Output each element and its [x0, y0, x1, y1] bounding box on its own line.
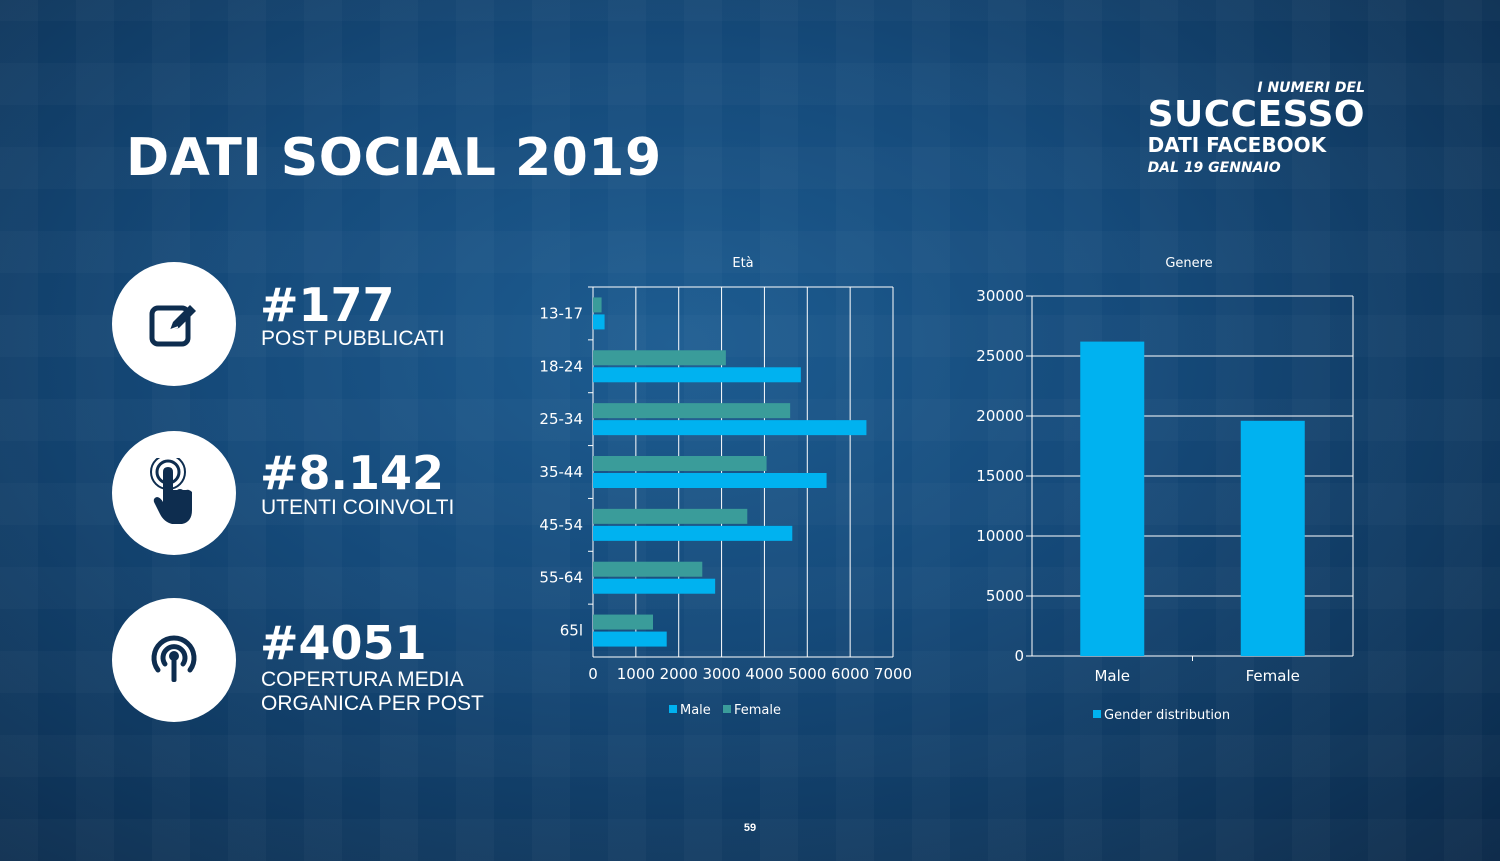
age-legend-label-male: Male	[680, 703, 711, 718]
stat-circle-reach	[112, 598, 236, 722]
age-y-tick-label: 55-64	[539, 569, 583, 587]
broadcast-icon	[151, 635, 197, 682]
brand-block: I NUMERI DEL SUCCESSO DATI FACEBOOK DAL …	[1148, 80, 1365, 176]
age-bar-female	[593, 456, 767, 471]
stat-circle-posts	[112, 262, 236, 386]
age-bar-female	[593, 614, 653, 630]
age-bar-male	[593, 631, 667, 647]
age-legend-label-female: Female	[734, 703, 781, 718]
age-bar-male	[593, 420, 867, 436]
stat-circle-users	[112, 431, 236, 555]
age-bar-male	[593, 578, 716, 594]
age-bar-male	[593, 473, 827, 488]
gender-y-tick-label: 25000	[976, 347, 1024, 365]
age-chart-title: Età	[732, 256, 753, 271]
gender-bar	[1240, 420, 1305, 656]
age-y-tick-label: 18-24	[539, 357, 583, 375]
page-title: DATI SOCIAL 2019	[126, 128, 662, 188]
gender-legend-swatch	[1093, 710, 1101, 718]
age-bar-female	[593, 508, 748, 524]
stat-label-users: UTENTI COINVOLTI	[261, 496, 455, 519]
age-bar-female	[593, 561, 703, 577]
age-x-tick-label: 2000	[660, 665, 698, 683]
age-y-tick-label: 13-17	[539, 304, 583, 322]
brand-line-2: SUCCESSO	[1147, 94, 1365, 135]
age-bar-female	[593, 297, 602, 313]
age-y-tick-label: 65l	[560, 622, 583, 640]
gender-legend-label: Gender distribution	[1104, 708, 1230, 723]
gender-y-tick-label: 5000	[986, 587, 1024, 605]
stat-label-reach-line-2: ORGANICA PER POST	[261, 692, 484, 715]
gender-chart: Genere 0 5000 10000 15000 20000 25000 30000 Male…	[976, 256, 1354, 723]
brand-line-4: DAL 19 GENNAIO	[1147, 160, 1281, 176]
gender-y-tick-label: 10000	[976, 527, 1024, 545]
age-legend-swatch-female	[723, 705, 731, 713]
stat-value-reach: #4051	[260, 616, 427, 670]
age-bar-female	[593, 403, 791, 419]
age-y-tick-label: 45-54	[539, 516, 583, 534]
age-bar-male	[593, 525, 793, 541]
age-bar-female	[593, 350, 726, 366]
gender-y-tick-label: 30000	[976, 287, 1024, 305]
age-legend-swatch-male	[669, 705, 677, 713]
stat-value-posts: #177	[260, 278, 395, 332]
age-x-tick-label: 4000	[745, 665, 783, 683]
touch-hand-icon	[150, 458, 192, 524]
gender-y-tick-label: 15000	[976, 467, 1024, 485]
age-x-tick-label: 6000	[831, 665, 869, 683]
gender-y-tick-label: 0	[1014, 647, 1024, 665]
gender-x-tick-label: Female	[1246, 667, 1300, 685]
age-x-tick-label: 1000	[617, 665, 655, 683]
age-x-tick-label: 5000	[788, 665, 826, 683]
age-x-tick-label: 0	[588, 665, 598, 683]
age-y-tick-label: 35-44	[539, 463, 583, 481]
age-x-tick-label: 7000	[874, 665, 912, 683]
brand-line-3: DATI FACEBOOK	[1147, 133, 1327, 157]
page-number: 59	[743, 822, 757, 834]
gender-x-tick-label: Male	[1094, 667, 1130, 685]
gender-bar	[1080, 341, 1145, 656]
age-bar-male	[593, 314, 605, 330]
gender-chart-title: Genere	[1165, 256, 1212, 271]
gender-y-tick-label: 20000	[976, 407, 1024, 425]
stat-label-reach-line-1: COPERTURA MEDIA	[261, 668, 464, 691]
edit-icon	[149, 305, 196, 347]
brand-line-1: I NUMERI DEL	[1257, 80, 1365, 96]
age-x-tick-label: 3000	[702, 665, 740, 683]
stat-label-posts: POST PUBBLICATI	[261, 327, 445, 350]
age-y-tick-label: 25-34	[539, 410, 583, 428]
age-bar-male	[593, 367, 801, 383]
stat-value-users: #8.142	[260, 446, 445, 500]
